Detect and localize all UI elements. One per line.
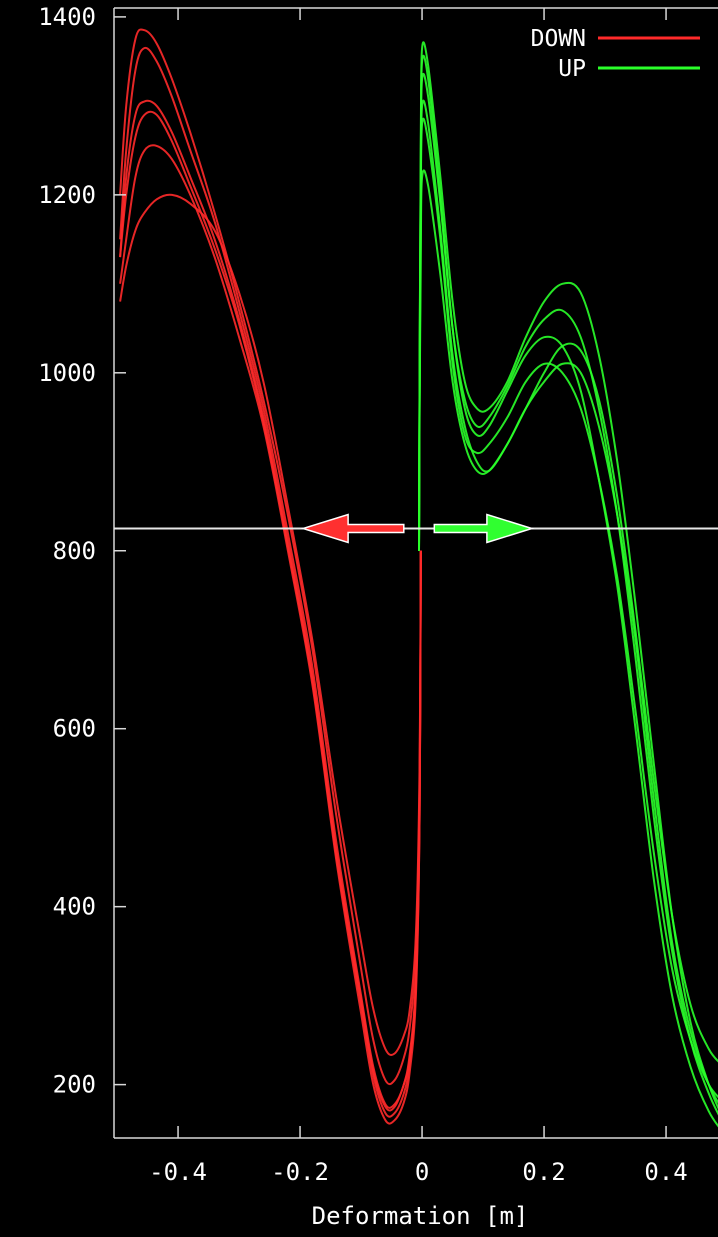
x-tick-label: 0: [415, 1158, 429, 1186]
series-up-curve-3: [418, 41, 718, 1110]
y-tick-label: 800: [53, 537, 96, 565]
series-down-curve-5: [119, 193, 422, 1056]
y-tick-label: 200: [53, 1071, 96, 1099]
legend-label-up: UP: [558, 56, 586, 82]
series-up-curve-6: [418, 73, 718, 1116]
legend: DOWN UP: [531, 26, 700, 82]
x-tick-label: 0.2: [522, 1158, 565, 1186]
legend-label-down: DOWN: [531, 26, 586, 52]
reference-layer: [114, 513, 718, 544]
x-axis-title: Deformation [m]: [312, 1202, 529, 1230]
series-down: [119, 28, 422, 1125]
series-down-curve-3: [119, 28, 422, 1086]
arrow-left: [300, 513, 405, 544]
series-up-curve-5: [418, 169, 718, 1063]
y-tick-label: 1000: [38, 359, 96, 387]
y-tick-label: 400: [53, 893, 96, 921]
arrow-right: [433, 513, 535, 544]
x-axis-ticks: -0.4 -0.2 0 0.2 0.4: [149, 8, 688, 1186]
x-tick-label: 0.4: [644, 1158, 687, 1186]
y-tick-label: 1400: [38, 3, 96, 31]
series-down-curve-6: [119, 110, 422, 1118]
y-tick-label: 1200: [38, 181, 96, 209]
y-tick-label: 600: [53, 715, 96, 743]
y-axis-ticks: 200 400 600 800 1000 1200 1400: [38, 3, 126, 1099]
series-layer: [119, 28, 718, 1128]
series-up-curve-4: [418, 117, 718, 1099]
x-tick-label: -0.2: [271, 1158, 329, 1186]
x-tick-label: -0.4: [149, 1158, 207, 1186]
series-up: [418, 41, 718, 1128]
